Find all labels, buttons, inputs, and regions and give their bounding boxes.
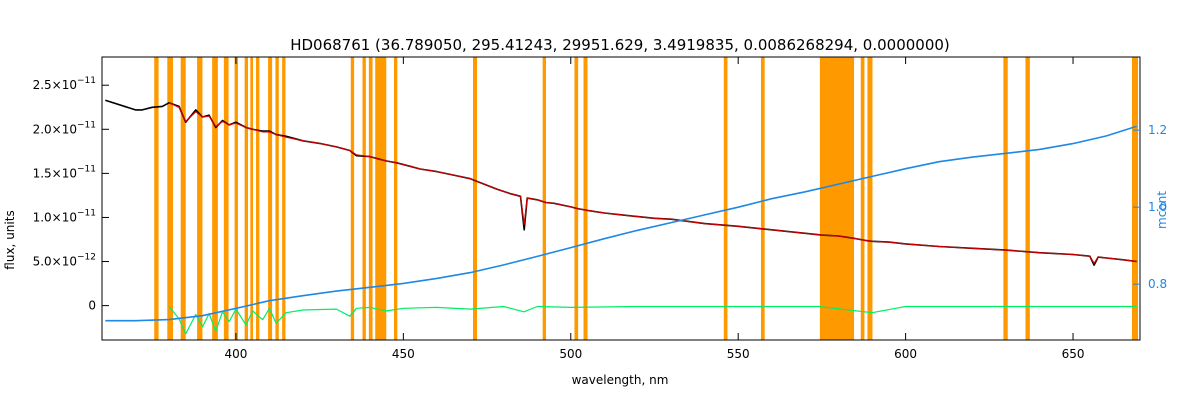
- y-right-tick-label: 1.0: [1148, 200, 1167, 214]
- masked-region-1: [167, 57, 173, 340]
- masked-region-12: [282, 57, 286, 340]
- masked-regions: [154, 57, 1138, 340]
- masked-region-16: [375, 57, 387, 340]
- masked-region-9: [256, 57, 260, 340]
- y-tick-label: 2.0×10−11: [33, 120, 96, 136]
- y-tick-label: 5.0×10−12: [33, 253, 96, 269]
- axes-layer: 400 450 500 550 600 650 0 5.0×10−12 1.0×10−11 1.5…: [33, 57, 1167, 361]
- y-tick-label: 1.5×10−11: [33, 164, 96, 180]
- series-layer: [105, 99, 1137, 335]
- x-tick-label: 650: [1062, 347, 1085, 361]
- masked-region-25: [860, 57, 865, 340]
- y-tick-label: 2.5×10−11: [33, 76, 96, 92]
- masked-region-4: [212, 57, 218, 340]
- series-mcont-line: [105, 125, 1137, 322]
- masked-region-0: [154, 57, 159, 340]
- masked-region-14: [362, 57, 366, 340]
- plot-frame: [101, 56, 1141, 341]
- masked-region-6: [234, 57, 238, 340]
- y-axis-label: flux, units: [3, 210, 17, 269]
- masked-region-28: [1025, 57, 1030, 340]
- masked-region-8: [250, 57, 254, 340]
- x-tick-label: 500: [559, 347, 582, 361]
- masked-region-27: [1003, 57, 1008, 340]
- masked-region-17: [393, 57, 398, 340]
- masked-region-10: [268, 57, 273, 340]
- x-tick-label: 450: [392, 347, 415, 361]
- y-tick-label: 0: [88, 299, 96, 313]
- y-right-tick-label: 0.8: [1148, 277, 1167, 291]
- masked-region-20: [574, 57, 579, 340]
- y-right-tick-label: 1.2: [1148, 123, 1167, 137]
- x-axis-label: wavelength, nm: [572, 373, 669, 387]
- masked-region-18: [473, 57, 478, 340]
- masked-region-26: [867, 57, 873, 340]
- masked-region-22: [723, 57, 728, 340]
- x-tick-label: 600: [894, 347, 917, 361]
- chart-title: HD068761 (36.789050, 295.41243, 29951.62…: [290, 36, 950, 54]
- masked-region-19: [542, 57, 546, 340]
- masked-region-29: [1131, 57, 1138, 340]
- series-model-line: [168, 102, 1137, 264]
- masked-region-3: [197, 57, 203, 340]
- masked-region-13: [350, 57, 355, 340]
- masked-region-11: [275, 57, 279, 340]
- masked-region-7: [244, 57, 248, 340]
- series-observed-line: [105, 99, 1137, 266]
- series-residual-line: [168, 305, 1137, 335]
- masked-region-21: [583, 57, 588, 340]
- masked-region-2: [180, 57, 186, 340]
- masked-region-24: [819, 57, 855, 340]
- masked-region-15: [368, 57, 373, 340]
- y-right-axis-label: mcont: [1155, 191, 1169, 229]
- y-tick-label: 1.0×10−11: [33, 208, 96, 224]
- x-tick-label: 550: [727, 347, 750, 361]
- x-tick-label: 400: [224, 347, 247, 361]
- masked-region-5: [223, 57, 229, 340]
- masked-region-23: [760, 57, 765, 340]
